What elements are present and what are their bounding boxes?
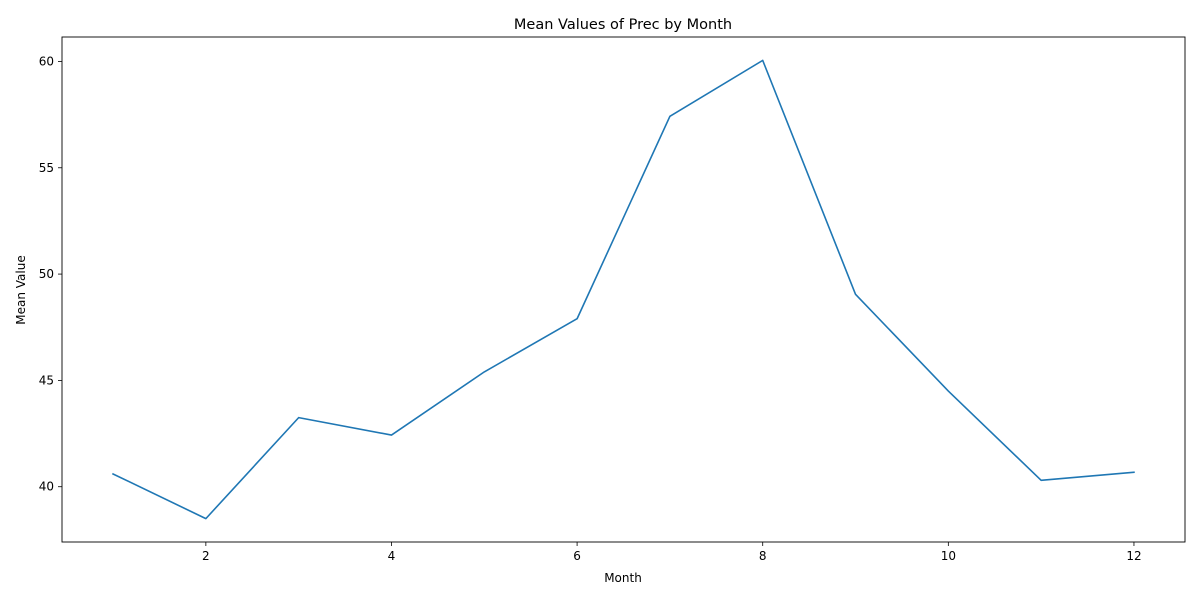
axis-ticks: 2 4 6 8 10 12 40 45 50 55 60: [39, 54, 1142, 563]
series-layer: [111, 59, 1135, 520]
x-tick-label: 10: [941, 549, 956, 563]
y-tick-label: 45: [39, 373, 54, 387]
y-axis-label: Mean Value: [14, 255, 28, 324]
y-tick-label: 60: [39, 54, 54, 68]
x-tick-label: 4: [388, 549, 396, 563]
x-tick-label: 12: [1126, 549, 1141, 563]
y-tick-label: 55: [39, 161, 54, 175]
plot-frame: [61, 36, 1186, 543]
y-tick-label: 50: [39, 267, 54, 281]
chart-title: Mean Values of Prec by Month: [514, 17, 732, 33]
x-axis-label: Month: [604, 571, 642, 585]
series-line: [111, 59, 1135, 520]
x-tick-label: 2: [202, 549, 210, 563]
y-tick-label: 40: [39, 480, 54, 494]
x-tick-label: 8: [759, 549, 767, 563]
x-tick-label: 6: [573, 549, 581, 563]
